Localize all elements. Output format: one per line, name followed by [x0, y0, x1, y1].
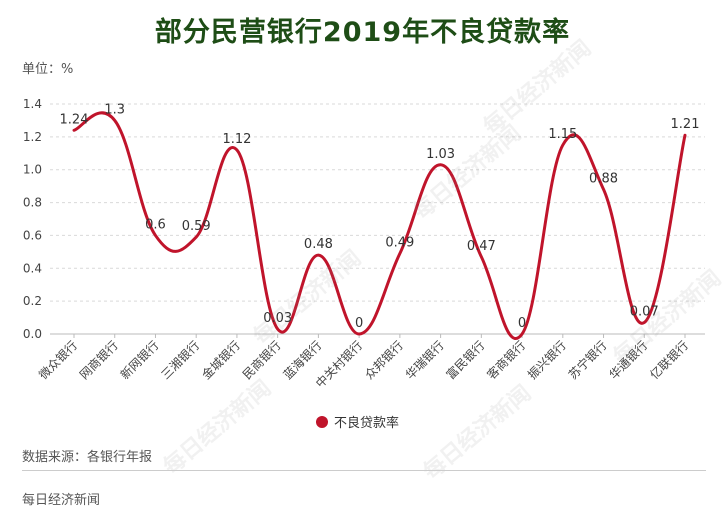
data-label: 0.07: [630, 305, 659, 320]
data-label: 1.12: [222, 132, 251, 147]
y-tick-label: 0.0: [23, 327, 42, 341]
data-labels: 1.24 1.3 0.6 0.59 1.12 0.03 0.48 0 0.49 1.03 0.47 0…: [60, 102, 700, 331]
footer-brand: 每日经济新闻: [22, 493, 101, 508]
legend-label: 不良贷款率: [334, 415, 399, 431]
data-label: 1.15: [548, 127, 577, 142]
data-label: 0.47: [467, 239, 496, 254]
unit-label: 单位：%: [22, 62, 74, 77]
y-tick-label: 0.8: [23, 196, 42, 210]
data-label: 0.88: [589, 171, 618, 186]
data-label: 1.03: [426, 147, 455, 162]
data-label: 0.03: [263, 311, 292, 326]
source-note: 数据来源：各银行年报: [22, 450, 153, 465]
data-label: 1.24: [60, 112, 89, 127]
x-tick-label: 振兴银行: [525, 338, 569, 382]
data-label: 0: [355, 316, 363, 331]
data-label: 0.48: [304, 237, 333, 252]
x-tick-label: 民商银行: [239, 338, 284, 383]
x-tick-label: 客商银行: [484, 338, 529, 383]
line-chart: 0.0 0.2 0.4 0.6 0.8 1.0 1.2 1.4 微众银行网商银行新网银行三湘银…: [23, 97, 705, 431]
footer-divider: [22, 470, 706, 471]
y-tick-label: 0.2: [23, 294, 42, 308]
x-tick-label: 微众银行: [36, 338, 80, 382]
legend[interactable]: 不良贷款率: [316, 415, 399, 431]
legend-marker: [316, 416, 328, 428]
grid-lines: [50, 103, 705, 335]
x-tick-label: 华通银行: [607, 338, 651, 382]
y-tick-label: 0.4: [23, 261, 42, 275]
x-tick-label: 新网银行: [117, 338, 162, 383]
data-label: 0.59: [182, 219, 211, 234]
x-tick-label: 华瑞银行: [403, 338, 447, 382]
series-line: [72, 111, 687, 340]
x-tick-label: 三湘银行: [158, 338, 203, 383]
data-label: 0.6: [145, 217, 166, 232]
y-axis-ticks: 0.0 0.2 0.4 0.6 0.8 1.0 1.2 1.4: [23, 97, 42, 341]
x-tick-label: 众邦银行: [362, 338, 406, 382]
data-label: 1.21: [671, 117, 700, 132]
series-line-layer: [72, 111, 687, 340]
x-axis-ticks: 微众银行网商银行新网银行三湘银行金城银行民商银行蓝海银行中关村银行众邦银行华瑞银…: [36, 334, 691, 391]
chart-title: 部分民营银行2019年不良贷款率: [154, 17, 571, 48]
legend-item[interactable]: 不良贷款率: [316, 415, 399, 431]
data-label: 0: [518, 316, 526, 331]
y-tick-label: 1.2: [23, 130, 42, 144]
y-tick-label: 1.4: [23, 97, 42, 111]
x-tick-label: 富民银行: [443, 338, 488, 383]
data-label: 0.49: [385, 236, 414, 251]
x-tick-label: 苏宁银行: [565, 338, 610, 383]
data-label: 1.3: [104, 102, 125, 117]
x-tick-label: 亿联银行: [647, 338, 692, 383]
y-tick-label: 1.0: [23, 163, 42, 177]
x-tick-label: 金城银行: [198, 338, 243, 383]
y-tick-label: 0.6: [23, 228, 42, 242]
x-tick-label: 网商银行: [76, 338, 121, 383]
